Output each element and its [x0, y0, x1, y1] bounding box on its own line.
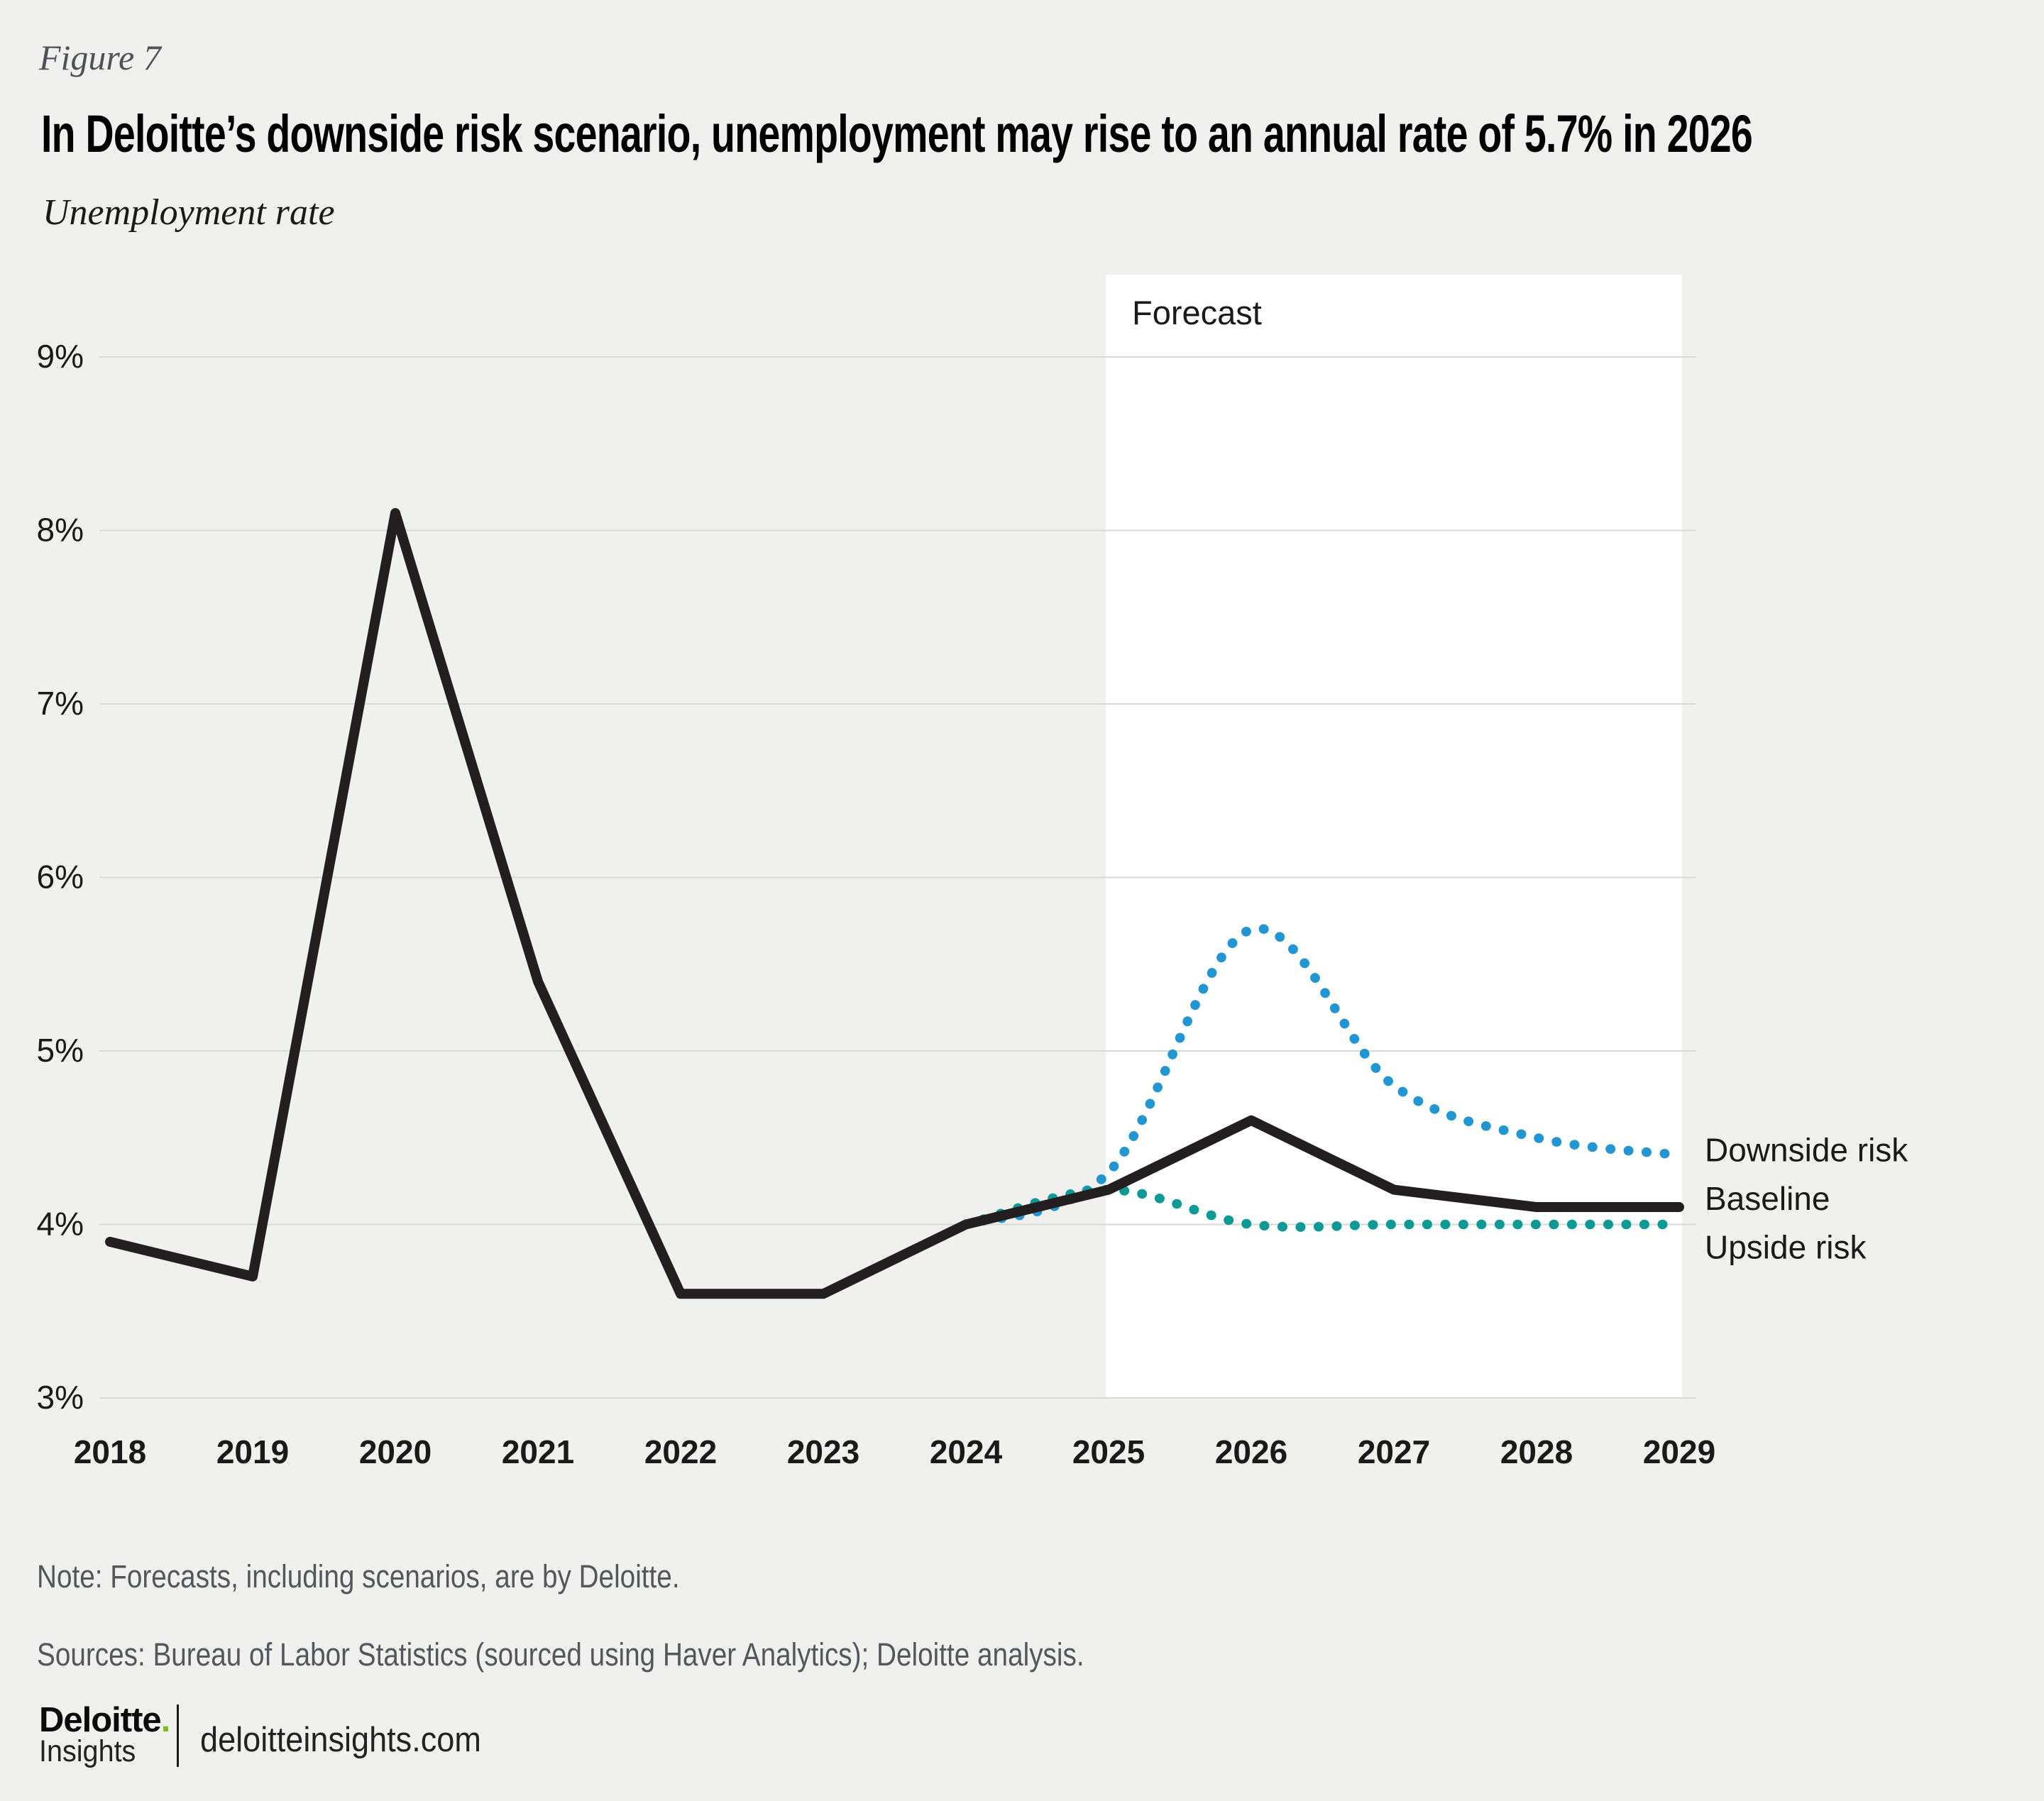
series-line-baseline [961, 1115, 1684, 1230]
forecast-region [1106, 275, 1682, 1398]
x-axis-label-2027: 2027 [1358, 1433, 1430, 1470]
series-line-historical [105, 508, 971, 1299]
chart-sources: Sources: Bureau of Labor Statistics (sou… [37, 1636, 1084, 1673]
chart-note: Note: Forecasts, including scenarios, ar… [37, 1558, 680, 1595]
deloitte-logo: Deloitte. [39, 1701, 171, 1739]
chart-title-text: In Deloitte’s downside risk scenario, un… [41, 104, 1753, 163]
chart-title: In Deloitte’s downside risk scenario, un… [41, 104, 2044, 164]
series-line-downside-risk [961, 923, 1684, 1230]
y-axis-label-8%: 8% [37, 512, 84, 549]
chart-subtitle: Unemployment rate [43, 192, 335, 233]
x-axis-label-2023: 2023 [787, 1433, 859, 1470]
y-axis-label-9%: 9% [37, 338, 84, 375]
x-axis-label-2018: 2018 [74, 1433, 146, 1470]
y-axis-label-7%: 7% [37, 685, 84, 722]
x-axis-label-2026: 2026 [1215, 1433, 1287, 1470]
series-label-upside-risk: Upside risk [1705, 1228, 1867, 1265]
y-axis-label-6%: 6% [37, 859, 84, 896]
x-axis-label-2029: 2029 [1643, 1433, 1715, 1470]
x-axis-label-2025: 2025 [1072, 1433, 1145, 1470]
x-axis-label-2022: 2022 [644, 1433, 717, 1470]
deloitte-logo-green-dot: . [160, 1701, 171, 1739]
x-axis-label-2028: 2028 [1500, 1433, 1573, 1470]
y-axis-label-4%: 4% [37, 1206, 84, 1243]
website-link[interactable]: deloitteinsights.com [200, 1721, 481, 1759]
x-axis-label-2020: 2020 [359, 1433, 432, 1470]
x-axis-label-2024: 2024 [930, 1433, 1003, 1470]
y-axis-label-3%: 3% [37, 1379, 84, 1416]
deloitte-insights-label: Insights [39, 1734, 136, 1768]
footer-divider [177, 1704, 179, 1767]
y-axis-label-5%: 5% [37, 1032, 84, 1069]
forecast-region-label: Forecast [1132, 294, 1262, 331]
x-axis-label-2019: 2019 [216, 1433, 289, 1470]
figure-number-label: Figure 7 [39, 38, 161, 77]
series-label-baseline: Baseline [1705, 1180, 1830, 1217]
x-axis-label-2021: 2021 [502, 1433, 574, 1470]
series-label-downside-risk: Downside risk [1705, 1131, 1908, 1168]
